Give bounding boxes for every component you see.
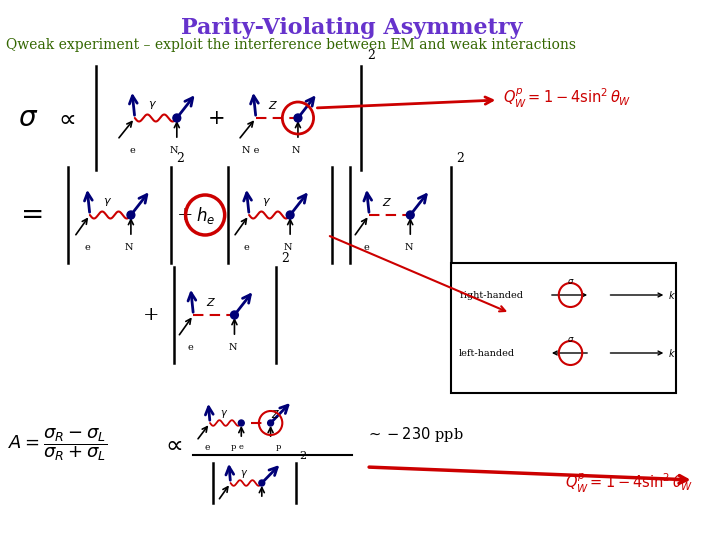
Text: Qweak experiment – exploit the interference between EM and weak interactions: Qweak experiment – exploit the interfere… (6, 38, 576, 52)
Text: 2: 2 (282, 252, 289, 265)
Text: $Q^p_W = 1 - 4\sin^2\theta_W$: $Q^p_W = 1 - 4\sin^2\theta_W$ (503, 86, 631, 110)
Text: Parity-Violating Asymmetry: Parity-Violating Asymmetry (181, 17, 523, 39)
Text: N: N (125, 243, 133, 252)
Text: =: = (22, 201, 45, 228)
Text: e: e (204, 443, 210, 452)
Text: e: e (364, 243, 369, 252)
Text: $Q^p_W = 1 - 4\sin^2\theta_W$: $Q^p_W = 1 - 4\sin^2\theta_W$ (565, 471, 693, 495)
Text: 2: 2 (176, 152, 184, 165)
Text: 2: 2 (367, 49, 375, 62)
Text: 2: 2 (299, 451, 306, 461)
Circle shape (173, 114, 181, 122)
Text: $Z$: $Z$ (206, 296, 216, 308)
Text: e: e (84, 243, 90, 252)
Text: $\sigma$: $\sigma$ (567, 334, 575, 343)
Text: +: + (208, 109, 225, 127)
Text: left-handed: left-handed (459, 348, 516, 357)
Text: e: e (129, 146, 135, 155)
Text: $\sigma$: $\sigma$ (17, 105, 38, 132)
Text: $\sigma$: $\sigma$ (567, 276, 575, 286)
Text: p: p (276, 443, 281, 451)
Text: $k$: $k$ (668, 347, 676, 359)
Circle shape (406, 211, 414, 219)
Text: +: + (177, 206, 194, 224)
Bar (451, 263, 676, 393)
Text: $\propto$: $\propto$ (161, 434, 183, 456)
Text: N e: N e (243, 146, 260, 155)
Text: $k$: $k$ (668, 289, 676, 301)
Text: right-handed: right-handed (459, 291, 523, 300)
Circle shape (287, 211, 294, 219)
Text: e: e (188, 343, 194, 352)
Text: N: N (404, 243, 413, 252)
Text: $\gamma$: $\gamma$ (240, 468, 248, 480)
Text: $\gamma$: $\gamma$ (148, 99, 157, 111)
Text: $\propto$: $\propto$ (54, 106, 76, 130)
Circle shape (268, 420, 274, 426)
Text: $\sim -230$ ppb: $\sim -230$ ppb (366, 426, 464, 444)
Circle shape (294, 114, 302, 122)
Circle shape (259, 480, 265, 486)
Text: $\gamma$: $\gamma$ (220, 408, 228, 420)
Text: $Z$: $Z$ (382, 196, 392, 208)
Text: 2: 2 (456, 152, 464, 165)
Text: p e: p e (231, 443, 244, 451)
Text: N: N (284, 243, 292, 252)
Text: N: N (170, 146, 178, 155)
Text: $\gamma$: $\gamma$ (262, 196, 271, 208)
Text: $Z$: $Z$ (271, 408, 280, 420)
Text: $h_e$: $h_e$ (196, 206, 215, 226)
Text: $Z$: $Z$ (269, 99, 279, 111)
Circle shape (230, 311, 238, 319)
Text: $\gamma$: $\gamma$ (103, 196, 112, 208)
Text: $A=\dfrac{\sigma_R-\sigma_L}{\sigma_R+\sigma_L}$: $A=\dfrac{\sigma_R-\sigma_L}{\sigma_R+\s… (8, 427, 107, 463)
Text: N: N (292, 146, 300, 155)
Circle shape (127, 211, 135, 219)
Text: e: e (243, 243, 249, 252)
Text: +: + (143, 306, 160, 324)
Text: N: N (228, 343, 237, 352)
Circle shape (238, 420, 244, 426)
